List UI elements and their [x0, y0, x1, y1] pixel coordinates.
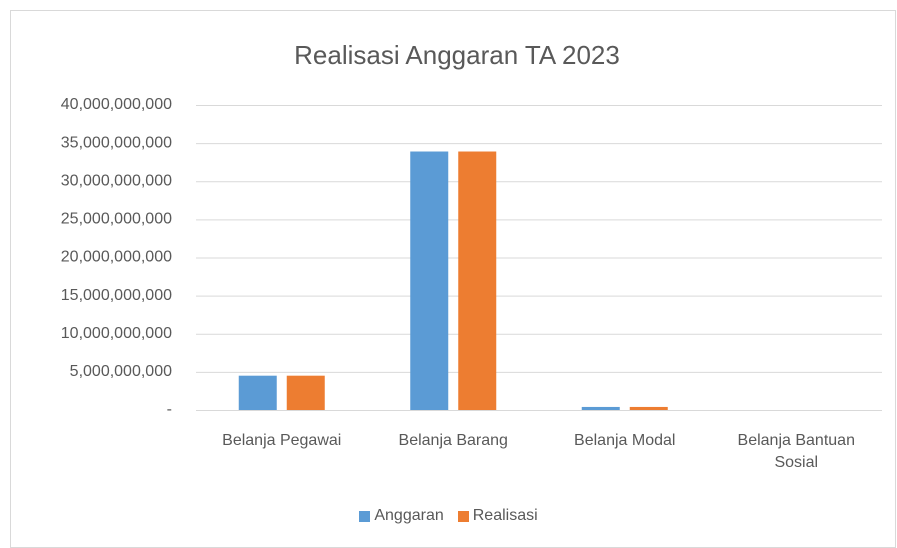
legend-item: Realisasi — [457, 507, 538, 525]
y-tick-label: 35,000,000,000 — [61, 134, 172, 151]
bar — [458, 151, 497, 410]
y-tick-label: 20,000,000,000 — [61, 249, 172, 266]
y-tick-label: - — [167, 401, 172, 418]
bar — [286, 375, 325, 410]
x-tick-label: Belanja Barang — [398, 432, 508, 449]
legend-item: Anggaran — [359, 507, 444, 525]
legend-label: Realisasi — [472, 507, 538, 524]
y-tick-label: 25,000,000,000 — [61, 211, 172, 228]
bar — [238, 375, 277, 410]
chart-title: Realisasi Anggaran TA 2023 — [294, 40, 620, 70]
chart-border — [10, 10, 896, 548]
y-tick-label: 5,000,000,000 — [70, 363, 172, 380]
bar — [581, 406, 620, 410]
x-tick-label: Belanja Pegawai — [222, 432, 342, 449]
y-tick-label: 15,000,000,000 — [61, 287, 172, 304]
legend-swatch — [457, 510, 469, 522]
legend-swatch — [359, 510, 371, 522]
y-tick-label: 40,000,000,000 — [61, 96, 172, 113]
x-tick-label: Belanja Modal — [574, 432, 676, 449]
legend: Anggaran Realisasi — [0, 507, 897, 525]
x-tick-label: Belanja Bantuan Sosial — [737, 432, 855, 471]
y-tick-label: 10,000,000,000 — [61, 325, 172, 342]
legend-label: Anggaran — [374, 507, 444, 524]
bar — [410, 151, 449, 410]
y-tick-label: 30,000,000,000 — [61, 172, 172, 189]
bar — [629, 406, 668, 410]
